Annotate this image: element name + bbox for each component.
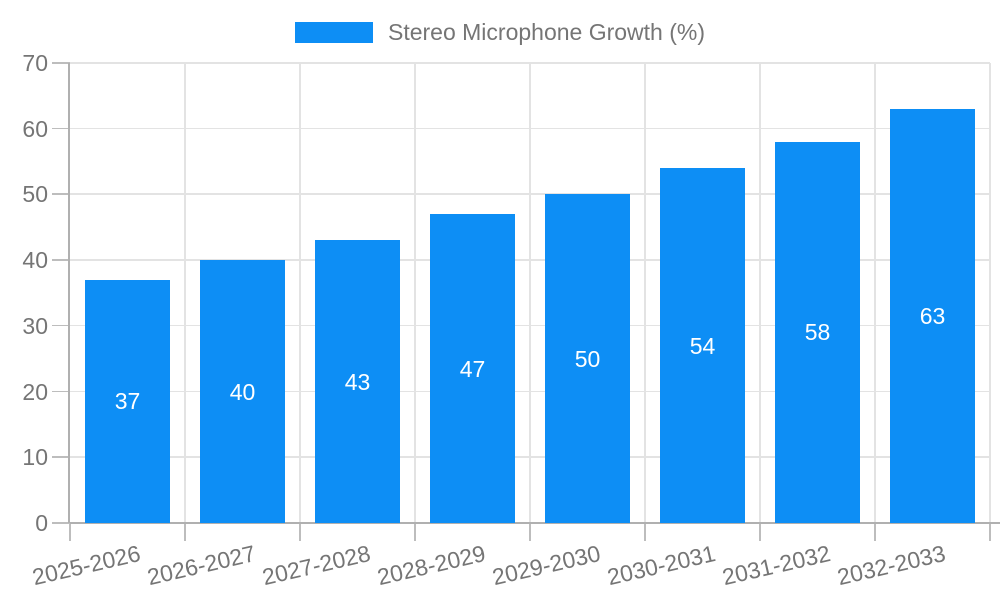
x-axis-category-label: 2025-2026 (29, 540, 143, 591)
bar[interactable] (85, 279, 170, 523)
y-axis-tick (52, 390, 70, 393)
x-gridline (644, 63, 646, 523)
bar[interactable] (890, 109, 975, 523)
x-axis-category-label: 2026-2027 (144, 540, 258, 591)
x-gridline (414, 63, 416, 523)
x-axis-tick (69, 523, 71, 541)
x-axis-tick (414, 523, 416, 541)
x-axis-tick (644, 523, 646, 541)
y-axis-tick-label: 0 (35, 510, 48, 536)
x-gridline (299, 63, 301, 523)
bar-value-label: 58 (804, 319, 831, 346)
x-gridline (989, 63, 991, 523)
bar[interactable] (775, 141, 860, 523)
x-axis-category-label: 2031-2032 (719, 540, 833, 591)
y-axis-tick-label: 60 (22, 115, 48, 142)
x-axis-tick (529, 523, 531, 541)
x-axis-category-label: 2030-2031 (604, 540, 718, 591)
y-axis-tick (52, 456, 70, 458)
x-gridline (874, 63, 876, 523)
bar[interactable] (200, 260, 285, 523)
bar-value-label: 37 (114, 388, 141, 415)
x-axis-category-label: 2032-2033 (834, 540, 948, 591)
bar[interactable] (545, 194, 630, 523)
bar[interactable] (315, 240, 400, 523)
x-axis-tick (989, 523, 991, 541)
bar[interactable] (660, 168, 745, 523)
bar[interactable] (430, 214, 515, 523)
y-axis-tick (52, 522, 70, 524)
y-axis-tick-label: 20 (22, 378, 48, 405)
x-gridline (759, 63, 761, 523)
y-axis-tick-label: 70 (22, 50, 48, 76)
bar-value-label: 63 (919, 303, 946, 329)
bar-value-label: 50 (574, 345, 601, 372)
y-axis-tick-label: 30 (22, 312, 48, 339)
y-axis-tick (52, 193, 70, 195)
bar-value-label: 47 (459, 355, 486, 382)
x-axis-tick (184, 523, 186, 541)
y-axis-tick-label: 10 (22, 444, 48, 471)
x-axis-line (70, 522, 1000, 524)
x-axis-tick (874, 523, 876, 541)
y-gridline (70, 62, 990, 64)
y-axis-tick-label: 50 (22, 181, 48, 208)
bar-value-label: 40 (229, 378, 256, 405)
x-axis-tick (759, 523, 761, 541)
legend-swatch (294, 21, 373, 43)
x-axis-tick (299, 523, 301, 541)
x-gridline (529, 63, 531, 523)
x-axis-category-label: 2029-2030 (489, 540, 603, 591)
x-axis-category-label: 2028-2029 (374, 540, 488, 591)
y-axis-tick (52, 62, 70, 64)
y-axis-tick (52, 324, 70, 327)
y-axis-tick (52, 127, 70, 130)
y-axis-line (68, 63, 70, 523)
x-gridline (184, 63, 186, 523)
legend-label: Stereo Microphone Growth (%) (387, 19, 705, 45)
x-axis-category-label: 2027-2028 (259, 540, 373, 591)
y-axis-tick-label: 40 (22, 247, 48, 274)
bar-value-label: 43 (344, 368, 371, 395)
legend-item[interactable]: Stereo Microphone Growth (%) (0, 17, 1000, 47)
bar-value-label: 54 (689, 332, 716, 359)
y-axis-tick (52, 259, 70, 261)
